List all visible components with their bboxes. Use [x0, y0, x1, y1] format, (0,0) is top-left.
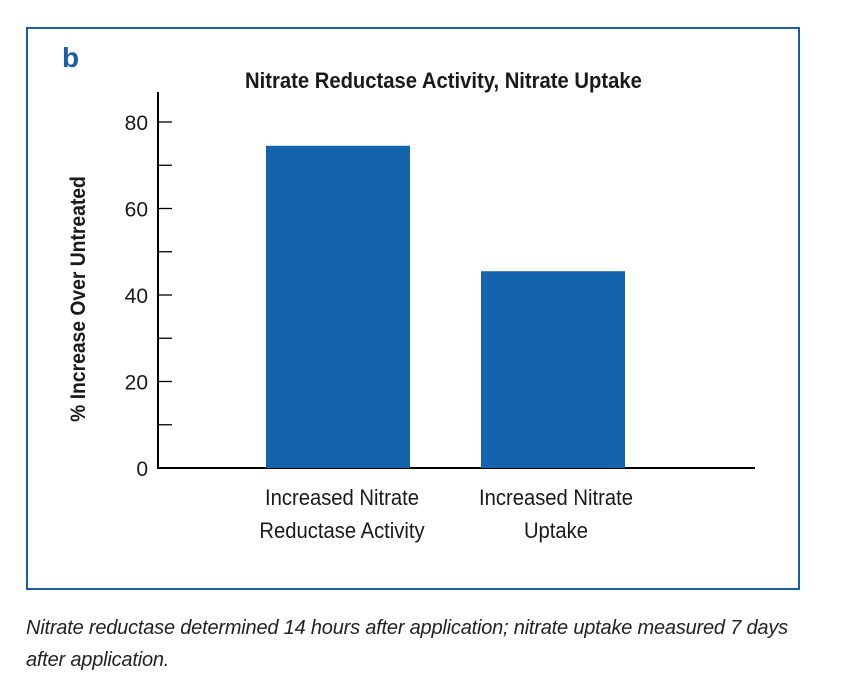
- y-tick-label: 60: [125, 199, 148, 222]
- bar: [266, 145, 410, 468]
- chart-title: Nitrate Reductase Activity, Nitrate Upta…: [245, 69, 642, 93]
- x-tick-label-line: Increased Nitrate: [265, 486, 419, 510]
- y-tick-label: 0: [136, 458, 148, 481]
- x-tick-label: Increased Nitrate Reductase Activity: [259, 486, 425, 543]
- y-tick-label: 40: [125, 285, 148, 308]
- x-tick-label-line: Increased Nitrate: [479, 486, 633, 510]
- x-tick-label: Increased Nitrate Uptake: [479, 486, 633, 543]
- y-ticks: 0 20 40 60 80: [125, 112, 172, 481]
- panel-label: b: [62, 42, 80, 73]
- y-tick-label: 80: [125, 112, 148, 135]
- y-tick-label: 20: [125, 372, 148, 395]
- bars: [266, 145, 625, 468]
- x-tick-label-line: Uptake: [524, 519, 588, 543]
- figure-caption: Nitrate reductase determined 14 hours af…: [26, 617, 788, 671]
- x-tick-label-line: Reductase Activity: [259, 519, 425, 543]
- axes: [157, 92, 755, 469]
- figure-frame: [26, 27, 800, 590]
- y-axis-label: % Increase Over Untreated: [67, 176, 90, 422]
- x-tick-labels: Increased Nitrate Reductase ActivityIncre…: [259, 486, 633, 543]
- bar-chart: Nitrate Reductase Activity, Nitrate Upta…: [67, 69, 755, 543]
- bar: [481, 271, 625, 468]
